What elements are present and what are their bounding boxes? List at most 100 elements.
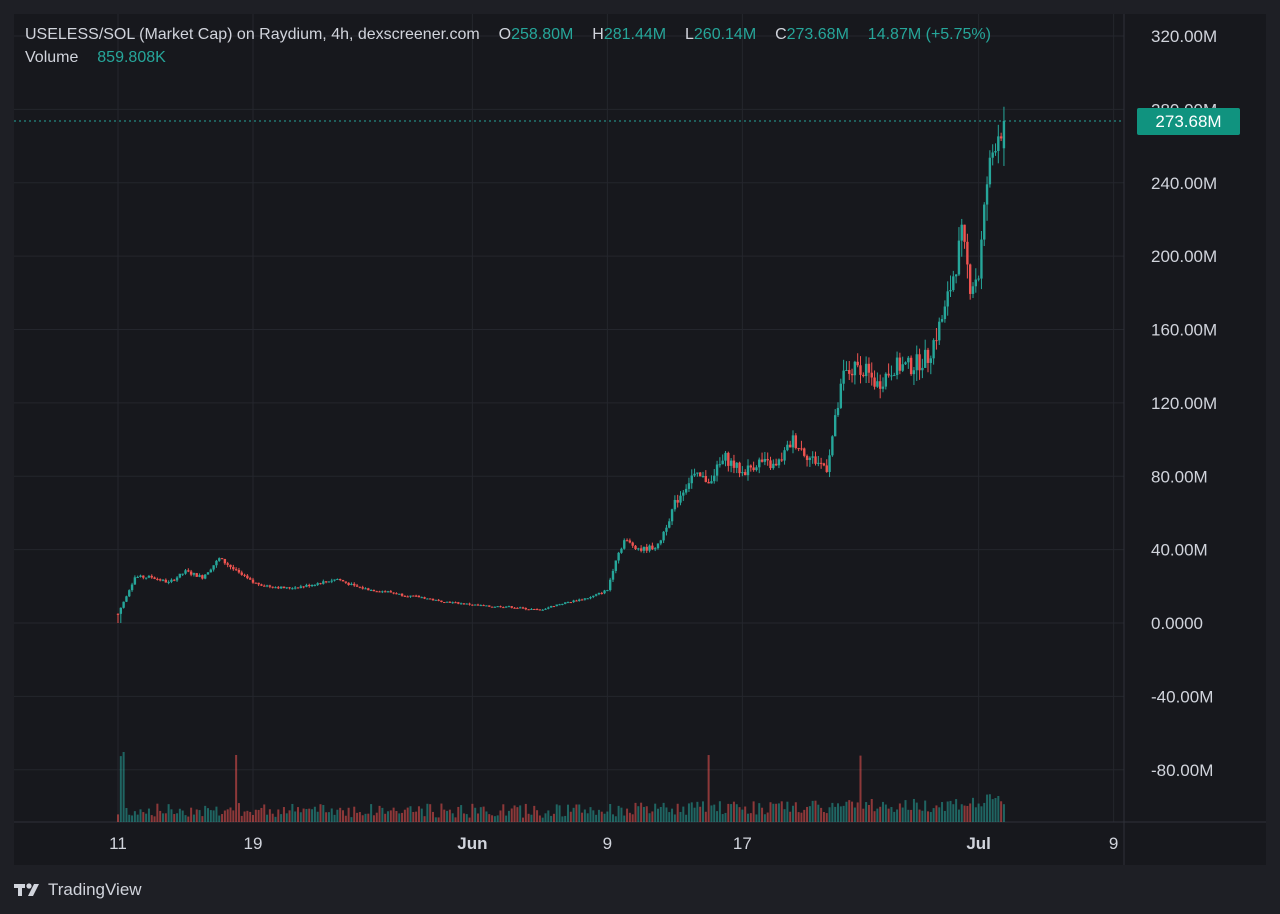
candle-body (724, 452, 727, 461)
candle-body (589, 597, 592, 599)
candle-body (518, 607, 522, 609)
candle-body (527, 609, 530, 611)
volume-bar (862, 808, 865, 822)
volume-bar (527, 813, 530, 822)
volume-bar (232, 810, 235, 822)
candle-body (915, 354, 918, 371)
volume-bar (471, 803, 474, 822)
volume-bar (626, 808, 629, 822)
volume-bar (125, 807, 128, 822)
candle-body (974, 279, 978, 287)
volume-bar (898, 803, 901, 822)
candle-body (437, 599, 440, 601)
candle-body (566, 602, 570, 604)
candle-body (923, 349, 927, 368)
candle-body (428, 598, 432, 600)
candle-body (749, 465, 753, 468)
volume-bar (187, 816, 190, 822)
candle-body (521, 607, 525, 609)
candle-body (195, 573, 198, 577)
candle-body (538, 609, 542, 611)
candle-body (549, 606, 553, 608)
candle-body (693, 473, 696, 476)
candle-body (985, 184, 989, 205)
candle-body (510, 606, 513, 608)
candle-body (878, 381, 882, 389)
candle-body (333, 579, 336, 581)
volume-bar (730, 804, 733, 822)
volume-bar (738, 807, 741, 822)
volume-bar (915, 802, 918, 822)
volume-value: 859.808K (97, 49, 166, 66)
volume-bar (848, 800, 851, 822)
candle-body (504, 606, 508, 608)
volume-bar (569, 811, 572, 822)
volume-bar (536, 810, 539, 822)
volume-bar (687, 803, 690, 822)
candle-body (367, 588, 370, 591)
volume-bar (488, 814, 491, 822)
candle-body (662, 531, 665, 541)
candle-body (192, 573, 196, 575)
volume-bar (870, 798, 873, 822)
volume-bar (215, 806, 218, 822)
candle-body (336, 579, 339, 581)
volume-bar (294, 811, 297, 822)
candle-body (414, 595, 418, 597)
candle-body (324, 581, 328, 583)
volume-bar (350, 817, 353, 822)
volume-bar (634, 802, 637, 822)
volume-bar (282, 807, 285, 822)
candle-body (187, 570, 190, 572)
volume-bar (606, 811, 609, 822)
candle-body (665, 527, 668, 532)
candle-body (707, 481, 710, 484)
candle-body (246, 575, 249, 579)
volume-bar (260, 807, 263, 822)
volume-bar (491, 815, 494, 822)
candle-body (398, 593, 401, 595)
candlestick-chart[interactable]: 320.00M280.00M240.00M200.00M160.00M120.0… (14, 14, 1266, 865)
candle-body (760, 459, 764, 462)
candle-body (563, 602, 567, 604)
tradingview-brand[interactable]: TradingView (14, 878, 142, 902)
volume-bar (541, 817, 544, 822)
volume-bar (772, 803, 775, 822)
volume-bar (991, 799, 994, 822)
candle-body (904, 362, 907, 365)
volume-bar (344, 815, 347, 822)
symbol-title: USELESS/SOL (Market Cap) on Raydium, 4h,… (25, 26, 480, 43)
candle-body (499, 606, 502, 608)
volume-bar (209, 810, 212, 822)
volume-bar (671, 808, 674, 822)
volume-bar (935, 805, 938, 822)
volume-bar (851, 801, 854, 822)
candle-body (147, 575, 151, 578)
volume-bar (254, 809, 257, 822)
candle-body (406, 596, 409, 598)
candle-body (960, 224, 963, 241)
volume-bar (845, 801, 848, 822)
volume-bar (699, 806, 702, 822)
volume-bar (679, 811, 682, 822)
candle-body (670, 509, 674, 522)
candle-body (701, 475, 705, 477)
volume-bar (735, 804, 738, 822)
volume-bar (859, 755, 862, 822)
volume-bar (822, 812, 825, 822)
volume-bar (555, 804, 558, 822)
volume-bar (218, 815, 221, 822)
candle-body (687, 483, 691, 489)
volume-bar (575, 804, 578, 822)
candle-body (454, 602, 457, 604)
candle-body (516, 607, 519, 609)
volume-bar (226, 809, 229, 822)
volume-bar (853, 807, 856, 822)
volume-bar (364, 813, 367, 822)
volume-bar (398, 813, 401, 822)
volume-bar (665, 807, 668, 822)
volume-bar (167, 804, 170, 822)
candle-body (257, 582, 260, 585)
chart-panel[interactable]: 320.00M280.00M240.00M200.00M160.00M120.0… (14, 14, 1266, 865)
volume-bar (387, 811, 389, 822)
